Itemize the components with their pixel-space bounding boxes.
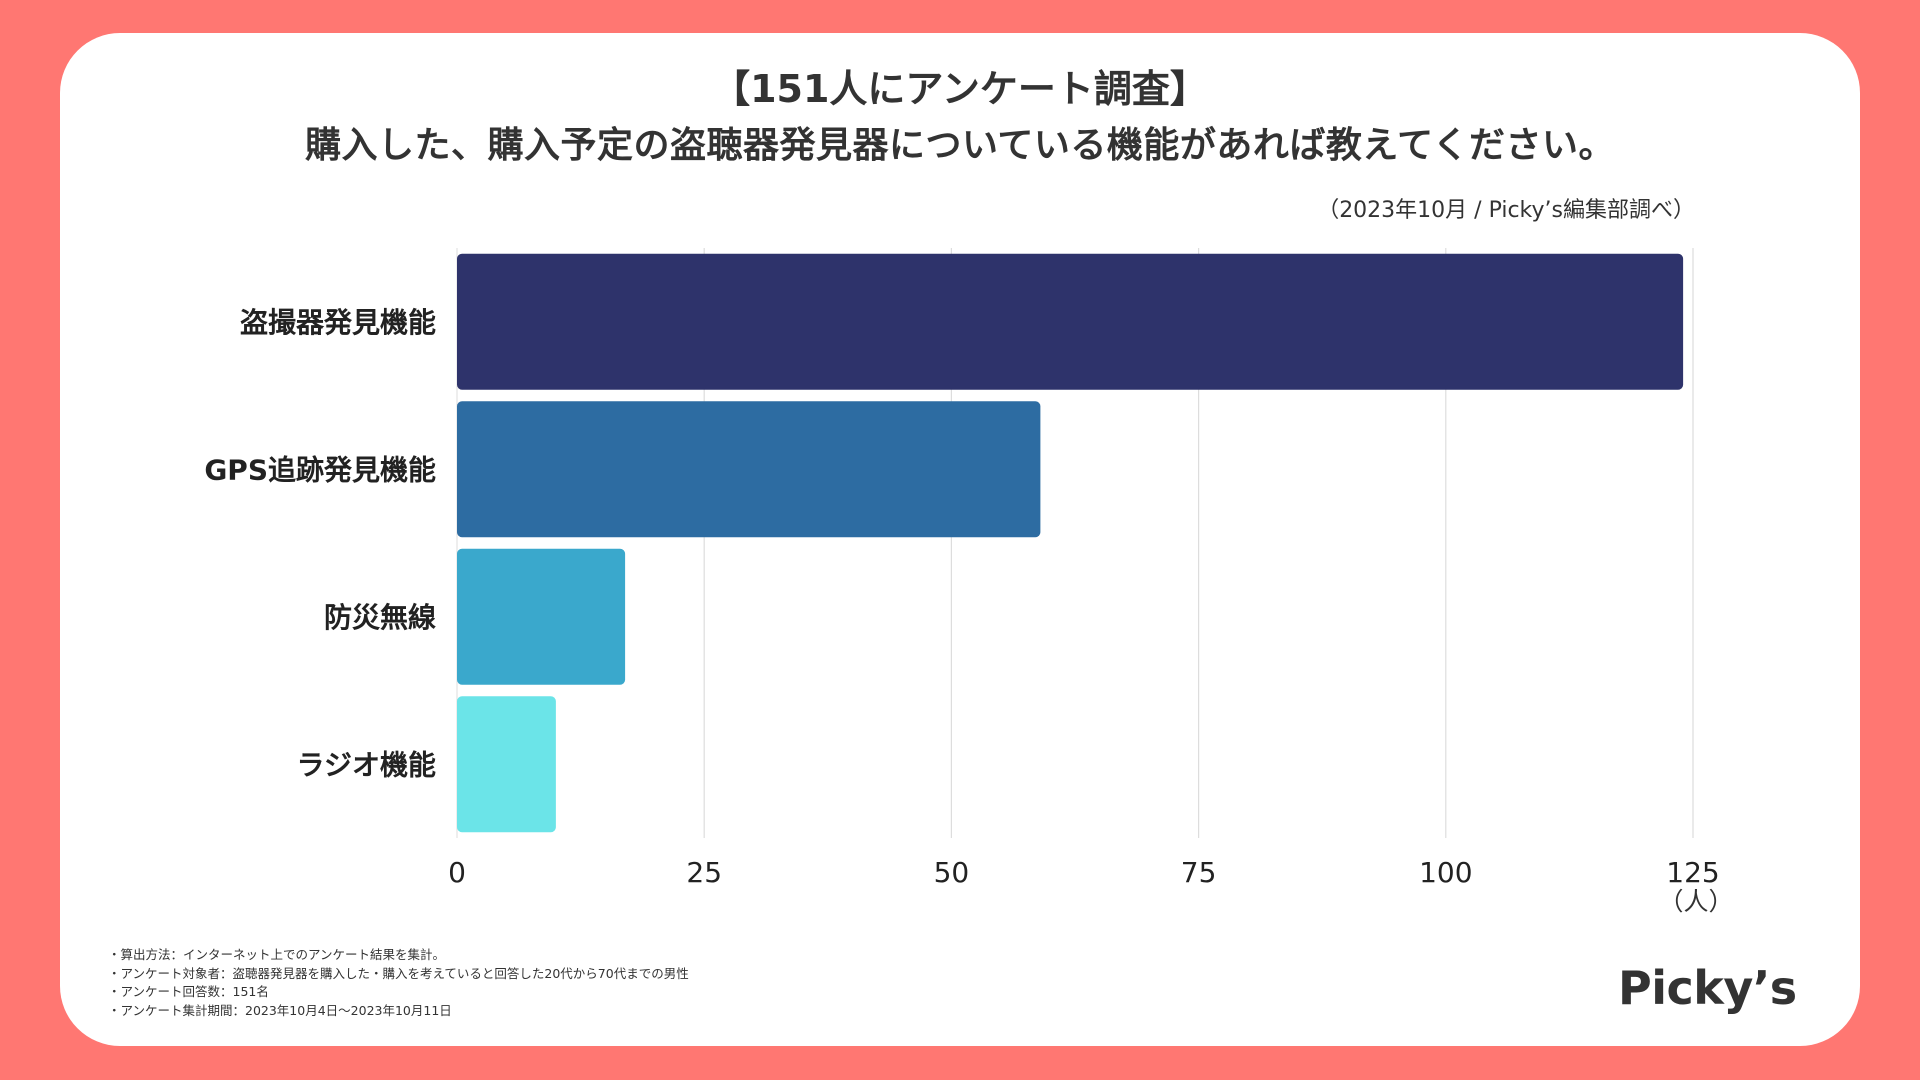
x-tick-label: 25 bbox=[686, 856, 722, 889]
x-tick-label: 100 bbox=[1419, 856, 1472, 889]
survey-title: 【151人にアンケート調査】 bbox=[712, 67, 1208, 111]
note-period: ・アンケート集計期間：2023年10月4日〜2023年10月11日 bbox=[108, 1002, 452, 1018]
category-label: 防災無線 bbox=[324, 601, 436, 634]
chart-card bbox=[60, 33, 1860, 1046]
bar-3 bbox=[457, 548, 626, 685]
category-label: ラジオ機能 bbox=[297, 748, 436, 781]
note-target: ・アンケート対象者：盗聴器発見器を購入した・購入を考えていると回答した20代から… bbox=[108, 965, 689, 981]
bar-2 bbox=[457, 401, 1041, 538]
note-method: ・算出方法：インターネット上でのアンケート結果を集計。 bbox=[108, 947, 446, 962]
x-tick-label: 0 bbox=[448, 856, 466, 889]
x-tick-label: 125 bbox=[1666, 856, 1719, 889]
category-label: GPS追跡発見機能 bbox=[204, 453, 436, 486]
bars bbox=[457, 253, 1684, 833]
bar-1 bbox=[457, 253, 1684, 390]
pickys-logo: Picky’s bbox=[1618, 961, 1797, 1015]
source-note: （2023年10月 / Picky’s編集部調べ） bbox=[1317, 198, 1695, 223]
bar-4 bbox=[457, 696, 556, 833]
question-title: 購入した、購入予定の盗聴器発見器についている機能があれば教えてください。 bbox=[304, 125, 1616, 166]
note-respondents: ・アンケート回答数：151名 bbox=[108, 984, 269, 999]
category-label: 盗撮器発見機能 bbox=[240, 306, 436, 339]
x-axis-ticks: 0 25 50 75 100 125 bbox=[448, 856, 1720, 889]
x-axis-unit-label: （人） bbox=[1658, 887, 1733, 916]
x-tick-label: 50 bbox=[934, 856, 970, 889]
survey-notes: ・算出方法：インターネット上でのアンケート結果を集計。 ・アンケート対象者：盗聴… bbox=[108, 946, 689, 1020]
x-tick-label: 75 bbox=[1181, 856, 1217, 889]
